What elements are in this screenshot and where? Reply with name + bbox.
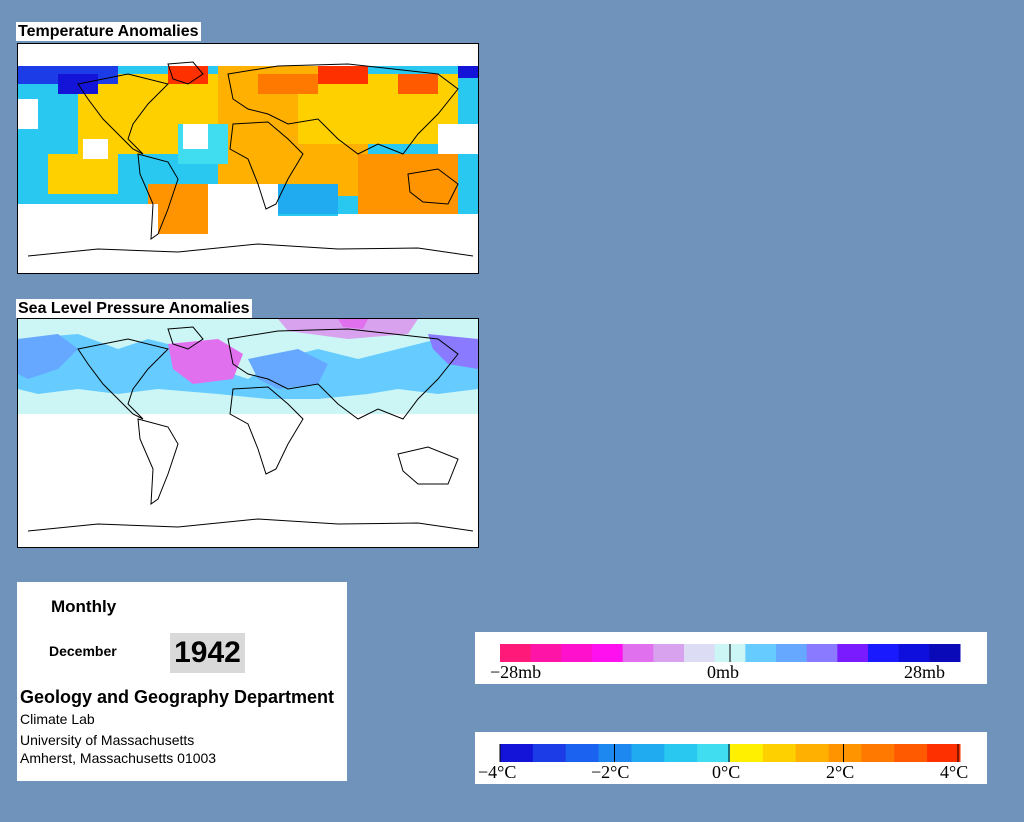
pressure-legend-swatch-1: [530, 644, 562, 662]
info-panel: Monthly December 1942 Geology and Geogra…: [17, 582, 347, 781]
pressure-colorbar: [500, 644, 961, 662]
temperature-colorbar: [499, 744, 961, 762]
pressure-legend-max-label: 28mb: [904, 662, 946, 682]
university-label: University of Massachusetts: [20, 732, 195, 748]
pressure-legend-swatch-10: [806, 644, 838, 662]
pressure-legend-min-label: −28mb: [490, 662, 542, 682]
temperature-anomaly-map: [17, 43, 479, 274]
temperature-map-title: Temperature Anomalies: [16, 22, 201, 41]
temperature-legend-swatch-0: [500, 744, 534, 762]
pressure-legend-swatch-12: [868, 644, 900, 662]
department-label: Geology and Geography Department: [20, 687, 335, 707]
pressure-legend-swatch-3: [592, 644, 624, 662]
temp-legend-label-neg4: −4°C: [478, 762, 517, 782]
temperature-legend-swatch-1: [532, 744, 567, 762]
temperature-legend-swatch-9: [795, 744, 830, 762]
temperature-legend-swatch-8: [762, 744, 797, 762]
temp-legend-label-neg2: −2°C: [591, 762, 630, 782]
pressure-legend-swatch-8: [745, 644, 777, 662]
pressure-legend-swatch-14: [929, 644, 961, 662]
pressure-map-graphic: [18, 319, 478, 547]
temp-legend-label-4: 4°C: [940, 762, 969, 782]
temperature-legend-swatch-3: [598, 744, 632, 762]
pressure-legend-swatch-13: [898, 644, 930, 662]
temp-legend-label-0: 0°C: [712, 762, 741, 782]
pressure-legend-swatch-11: [837, 644, 869, 662]
pressure-legend-swatch-9: [776, 644, 808, 662]
lab-label: Climate Lab: [20, 711, 95, 727]
period-label: Monthly: [51, 597, 117, 616]
temperature-legend-swatch-4: [631, 744, 665, 762]
temperature-legend-swatch-10: [828, 744, 862, 762]
temperature-legend-swatch-12: [894, 744, 928, 762]
temperature-legend-swatch-2: [565, 744, 600, 762]
pressure-legend-swatch-6: [684, 644, 716, 662]
address-label: Amherst, Massachusetts 01003: [20, 750, 217, 766]
pressure-map-title: Sea Level Pressure Anomalies: [16, 299, 252, 318]
year-label: 1942: [170, 633, 245, 673]
temperature-map-graphic: [18, 44, 478, 273]
temperature-legend: −4°C −2°C 0°C 2°C 4°C: [475, 732, 987, 784]
temp-legend-label-2: 2°C: [826, 762, 855, 782]
temperature-legend-swatch-6: [697, 744, 731, 762]
pressure-anomaly-map: [17, 318, 479, 548]
month-label: December: [49, 643, 117, 659]
temperature-legend-swatch-5: [664, 744, 698, 762]
temperature-legend-swatch-13: [927, 744, 961, 762]
pressure-legend-zero-label: 0mb: [707, 662, 740, 682]
temperature-legend-swatch-7: [730, 744, 764, 762]
pressure-legend-swatch-0: [500, 644, 532, 662]
pressure-legend-swatch-5: [653, 644, 685, 662]
temperature-legend-swatch-11: [861, 744, 895, 762]
pressure-legend-swatch-4: [622, 644, 654, 662]
pressure-legend: −28mb 0mb 28mb: [475, 632, 987, 684]
pressure-legend-swatch-2: [561, 644, 593, 662]
